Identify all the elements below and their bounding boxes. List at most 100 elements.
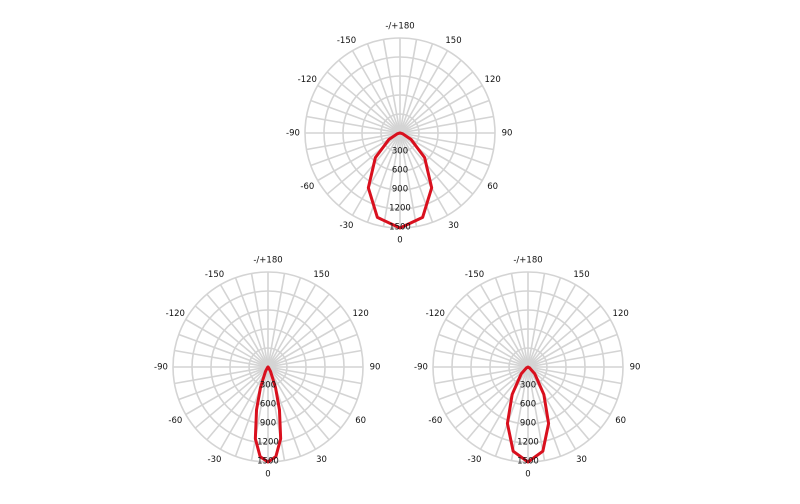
spoke bbox=[310, 132, 401, 167]
spoke bbox=[267, 349, 362, 368]
grid-ring bbox=[470, 309, 586, 425]
radial-tick-label: 1200 bbox=[389, 204, 411, 214]
spoke bbox=[399, 99, 490, 134]
spoke bbox=[399, 132, 462, 207]
spoke bbox=[366, 43, 401, 134]
spoke bbox=[527, 349, 622, 368]
angle-tick-label: -60 bbox=[428, 416, 442, 426]
spoke bbox=[527, 366, 602, 429]
spoke bbox=[434, 349, 529, 368]
radial-tick-label: 1500 bbox=[389, 223, 411, 233]
angle-tick-label: -90 bbox=[414, 363, 428, 373]
spoke bbox=[267, 273, 286, 368]
spoke bbox=[250, 366, 269, 461]
polar-chart: 300 600 900 1200 1500 0 30 60 90 120 150 -/+180 -150… bbox=[414, 256, 640, 480]
spoke bbox=[527, 366, 618, 401]
angle-tick-label: 90 bbox=[502, 129, 513, 139]
spoke bbox=[267, 366, 351, 416]
radial-tick-label: 900 bbox=[260, 419, 276, 429]
radial-tick-label: 1200 bbox=[257, 438, 279, 448]
spoke bbox=[466, 293, 529, 368]
spoke bbox=[267, 366, 330, 441]
angle-tick-label: 150 bbox=[313, 270, 329, 280]
angle-tick-label: 0 bbox=[525, 470, 530, 480]
spoke bbox=[185, 366, 269, 416]
spoke bbox=[399, 50, 449, 134]
angle-tick-label: -120 bbox=[166, 309, 185, 319]
spoke bbox=[527, 273, 546, 368]
angle-tick-label: 90 bbox=[370, 363, 381, 373]
radial-tick-label: 600 bbox=[392, 166, 408, 176]
radial-tick-label: 300 bbox=[260, 381, 276, 391]
spoke bbox=[267, 366, 358, 401]
radial-tick-label: 1200 bbox=[517, 438, 539, 448]
spoke bbox=[527, 366, 546, 461]
spoke bbox=[479, 366, 529, 450]
angle-tick-label: -150 bbox=[465, 270, 484, 280]
spoke bbox=[267, 305, 342, 368]
angle-tick-label: 60 bbox=[355, 416, 366, 426]
spoke bbox=[326, 71, 401, 134]
spoke bbox=[494, 366, 529, 457]
spoke bbox=[510, 273, 529, 368]
spoke bbox=[438, 333, 529, 368]
polar-chart: 300 600 900 1200 1500 0 30 60 90 120 150 -/+180 -150… bbox=[286, 22, 512, 246]
spoke bbox=[399, 132, 490, 167]
spoke bbox=[317, 84, 401, 134]
radial-tick-label: 600 bbox=[260, 400, 276, 410]
spoke bbox=[338, 59, 401, 134]
angle-tick-label: 0 bbox=[397, 236, 402, 246]
spoke bbox=[527, 333, 618, 368]
angle-tick-label: -90 bbox=[286, 129, 300, 139]
grid-ring bbox=[191, 290, 345, 444]
angle-tick-label: 120 bbox=[613, 309, 629, 319]
grid-ring bbox=[380, 113, 420, 153]
angle-tick-label: 30 bbox=[448, 221, 459, 231]
spoke bbox=[438, 366, 529, 401]
radial-tick-label: 900 bbox=[520, 419, 536, 429]
spoke bbox=[267, 366, 286, 461]
spoke bbox=[250, 273, 269, 368]
radial-tick-label: 300 bbox=[520, 381, 536, 391]
angle-tick-label: 150 bbox=[573, 270, 589, 280]
angle-tick-label: -90 bbox=[154, 363, 168, 373]
intensity-curve bbox=[505, 365, 551, 464]
spoke bbox=[527, 366, 622, 385]
spoke bbox=[219, 366, 269, 450]
spoke bbox=[234, 277, 269, 368]
grid-ring bbox=[229, 328, 307, 406]
angle-tick-label: -30 bbox=[468, 455, 482, 465]
spoke bbox=[267, 277, 302, 368]
spoke bbox=[267, 284, 317, 368]
spoke bbox=[267, 366, 342, 429]
spoke bbox=[399, 71, 474, 134]
angle-tick-label: -/+180 bbox=[253, 256, 282, 266]
spoke bbox=[527, 366, 611, 416]
angle-tick-label: -150 bbox=[337, 36, 356, 46]
angle-tick-label: -30 bbox=[208, 455, 222, 465]
spoke bbox=[454, 305, 529, 368]
angle-tick-label: 120 bbox=[353, 309, 369, 319]
angle-tick-label: 30 bbox=[316, 455, 327, 465]
radial-tick-label: 900 bbox=[392, 185, 408, 195]
spoke bbox=[399, 132, 494, 151]
spoke bbox=[527, 293, 590, 368]
spoke bbox=[267, 366, 317, 450]
spoke bbox=[382, 132, 401, 227]
angle-tick-label: 30 bbox=[576, 455, 587, 465]
spoke bbox=[185, 318, 269, 368]
grid-ring bbox=[451, 290, 605, 444]
grid-ring bbox=[248, 347, 288, 387]
spoke bbox=[382, 39, 401, 134]
angle-tick-label: 90 bbox=[630, 363, 641, 373]
spoke bbox=[527, 366, 577, 450]
angle-tick-label: 0 bbox=[265, 470, 270, 480]
spoke bbox=[399, 132, 418, 227]
spoke bbox=[454, 366, 529, 429]
spoke bbox=[510, 366, 529, 461]
spoke bbox=[399, 39, 418, 134]
spoke bbox=[310, 99, 401, 134]
spoke bbox=[399, 59, 462, 134]
spoke bbox=[434, 366, 529, 385]
